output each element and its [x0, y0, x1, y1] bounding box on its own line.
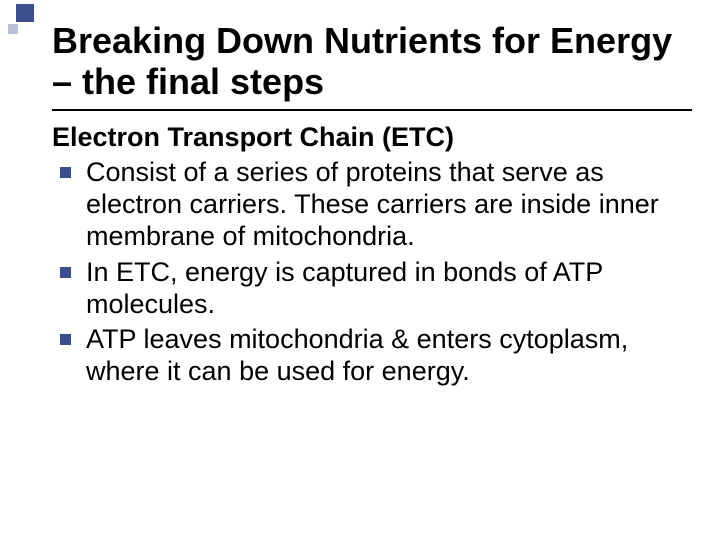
bullet-list: Consist of a series of proteins that ser… [52, 157, 692, 388]
bullet-square-icon [60, 334, 71, 345]
list-item: ATP leaves mitochondria & enters cytopla… [56, 324, 692, 388]
corner-decoration [4, 4, 44, 44]
bullet-text: Consist of a series of proteins that ser… [86, 157, 659, 251]
slide-title: Breaking Down Nutrients for Energy – the… [52, 20, 692, 111]
slide-content: Breaking Down Nutrients for Energy – the… [52, 20, 692, 392]
bullet-square-icon [60, 167, 71, 178]
list-item: In ETC, energy is captured in bonds of A… [56, 257, 692, 321]
decoration-square-small [8, 24, 18, 34]
decoration-square-large [16, 4, 34, 22]
list-item: Consist of a series of proteins that ser… [56, 157, 692, 253]
bullet-text: In ETC, energy is captured in bonds of A… [86, 257, 603, 319]
slide-subheading: Electron Transport Chain (ETC) [52, 121, 692, 153]
bullet-square-icon [60, 267, 71, 278]
bullet-text: ATP leaves mitochondria & enters cytopla… [86, 324, 628, 386]
